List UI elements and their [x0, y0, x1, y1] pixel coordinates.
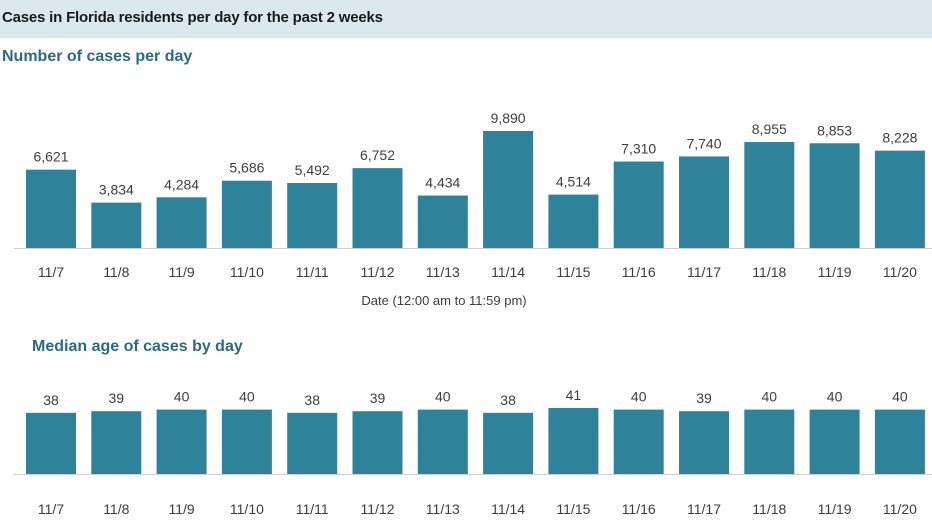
age-bar [809, 409, 860, 474]
age-bar [483, 412, 534, 474]
cases-value-label: 8,955 [752, 121, 787, 137]
cases-bar [744, 142, 795, 248]
age-bar [91, 411, 142, 474]
age-value-label: 39 [370, 390, 386, 406]
cases-x-axis-label: Date (12:00 am to 11:59 pm) [361, 293, 526, 308]
age-value-label: 40 [174, 389, 190, 405]
age-x-tick-label: 11/15 [556, 501, 590, 517]
age-x-tick-label: 11/9 [168, 501, 194, 517]
age-value-label: 38 [500, 392, 516, 408]
cases-bar [417, 195, 468, 248]
age-value-label: 40 [435, 389, 451, 405]
cases-bar-chart: 6,621 11/7 3,834 11/8 4,284 11/9 5,686 11/10 5,4… [14, 110, 932, 280]
cases-bar [874, 150, 925, 248]
cases-x-tick-label: 11/12 [361, 264, 395, 280]
age-x-tick-label: 11/10 [230, 501, 264, 517]
age-value-label: 38 [43, 392, 59, 408]
cases-value-label: 4,514 [556, 174, 591, 190]
cases-bar [613, 161, 664, 248]
cases-bar [156, 197, 207, 248]
age-value-label: 39 [696, 390, 712, 406]
age-bar [26, 412, 76, 474]
cases-bar [548, 194, 599, 248]
age-x-tick-label: 11/7 [38, 501, 64, 517]
cases-value-label: 4,284 [164, 176, 199, 192]
age-x-tick-label: 11/18 [752, 501, 786, 517]
age-bar [156, 409, 207, 474]
age-bar [679, 411, 729, 474]
age-bar [874, 409, 925, 474]
cases-bar [91, 202, 142, 248]
page-title: Cases in Florida residents per day for t… [2, 9, 383, 26]
age-x-tick-label: 11/13 [426, 501, 460, 517]
age-value-label: 40 [631, 389, 647, 405]
cases-value-label: 7,310 [621, 141, 656, 157]
age-x-tick-label: 11/16 [622, 501, 656, 517]
cases-chart-title: Number of cases per day [2, 48, 193, 65]
median-age-bar-chart: 38 11/7 39 11/8 40 11/9 40 11/10 38 11/11 39 11/12 4… [14, 387, 932, 517]
age-value-label: 40 [827, 389, 843, 405]
age-value-label: 40 [892, 389, 908, 405]
age-value-label: 40 [762, 389, 778, 405]
cases-x-tick-label: 11/18 [752, 264, 786, 280]
cases-bar [352, 168, 403, 248]
age-x-tick-label: 11/19 [818, 501, 852, 517]
cases-bar [483, 131, 534, 248]
age-x-tick-label: 11/8 [103, 501, 129, 517]
age-value-label: 38 [304, 392, 320, 408]
cases-x-tick-label: 11/13 [426, 264, 460, 280]
age-bar [613, 409, 664, 474]
age-value-label: 41 [566, 387, 582, 403]
cases-value-label: 8,228 [882, 130, 917, 146]
cases-x-tick-label: 11/19 [818, 264, 852, 280]
age-x-tick-label: 11/11 [296, 501, 329, 517]
cases-x-tick-label: 11/10 [230, 264, 264, 280]
cases-bar [287, 183, 338, 248]
age-value-label: 40 [239, 389, 255, 405]
cases-x-tick-label: 11/17 [687, 264, 721, 280]
cases-value-label: 5,492 [295, 162, 330, 178]
cases-value-label: 7,740 [686, 135, 721, 151]
cases-x-tick-label: 11/7 [38, 264, 64, 280]
cases-value-label: 6,621 [33, 149, 68, 165]
median-age-chart-title: Median age of cases by day [32, 338, 243, 355]
cases-x-tick-label: 11/11 [296, 264, 329, 280]
cases-x-tick-label: 11/14 [491, 264, 525, 280]
cases-value-label: 5,686 [229, 160, 264, 176]
cases-value-label: 4,434 [425, 175, 460, 191]
age-bar [287, 412, 338, 474]
age-value-label: 39 [109, 390, 125, 406]
header-banner [0, 0, 932, 38]
cases-value-label: 9,890 [491, 110, 526, 126]
cases-value-label: 6,752 [360, 147, 395, 163]
age-bar [221, 409, 272, 474]
cases-x-tick-label: 11/15 [556, 264, 590, 280]
age-bar [548, 408, 599, 474]
age-bar [352, 411, 403, 474]
age-x-tick-label: 11/17 [687, 501, 721, 517]
cases-bar [809, 143, 860, 248]
age-x-tick-label: 11/12 [361, 501, 395, 517]
cases-value-label: 3,834 [99, 182, 134, 198]
cases-x-tick-label: 11/8 [103, 264, 129, 280]
age-x-tick-label: 11/20 [883, 501, 917, 517]
cases-bar [679, 156, 729, 248]
age-bar [417, 409, 468, 474]
cases-bar [221, 180, 272, 248]
cases-value-label: 8,853 [817, 122, 852, 138]
age-x-tick-label: 11/14 [491, 501, 525, 517]
age-bar [744, 409, 795, 474]
cases-bar [26, 169, 76, 248]
cases-x-tick-label: 11/20 [883, 264, 917, 280]
cases-x-tick-label: 11/16 [622, 264, 656, 280]
cases-x-tick-label: 11/9 [168, 264, 194, 280]
